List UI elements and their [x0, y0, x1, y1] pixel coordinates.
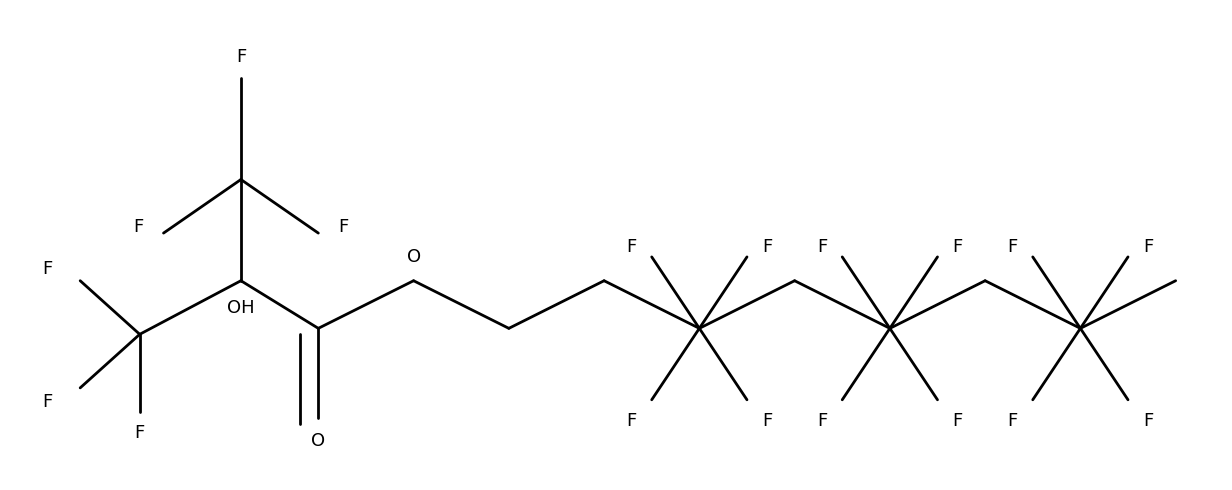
Text: F: F	[763, 238, 772, 256]
Text: F: F	[134, 424, 145, 442]
Text: F: F	[817, 412, 827, 430]
Text: F: F	[1143, 412, 1153, 430]
Text: F: F	[763, 412, 772, 430]
Text: F: F	[952, 238, 963, 256]
Text: F: F	[1143, 238, 1153, 256]
Text: F: F	[43, 260, 53, 278]
Text: F: F	[43, 393, 53, 411]
Text: O: O	[312, 433, 325, 450]
Text: F: F	[626, 412, 637, 430]
Text: F: F	[133, 218, 143, 236]
Text: F: F	[952, 412, 963, 430]
Text: F: F	[817, 238, 827, 256]
Text: F: F	[1008, 238, 1018, 256]
Text: F: F	[235, 48, 246, 66]
Text: OH: OH	[227, 298, 255, 317]
Text: O: O	[407, 248, 420, 267]
Text: F: F	[626, 238, 637, 256]
Text: F: F	[1008, 412, 1018, 430]
Text: F: F	[339, 218, 349, 236]
